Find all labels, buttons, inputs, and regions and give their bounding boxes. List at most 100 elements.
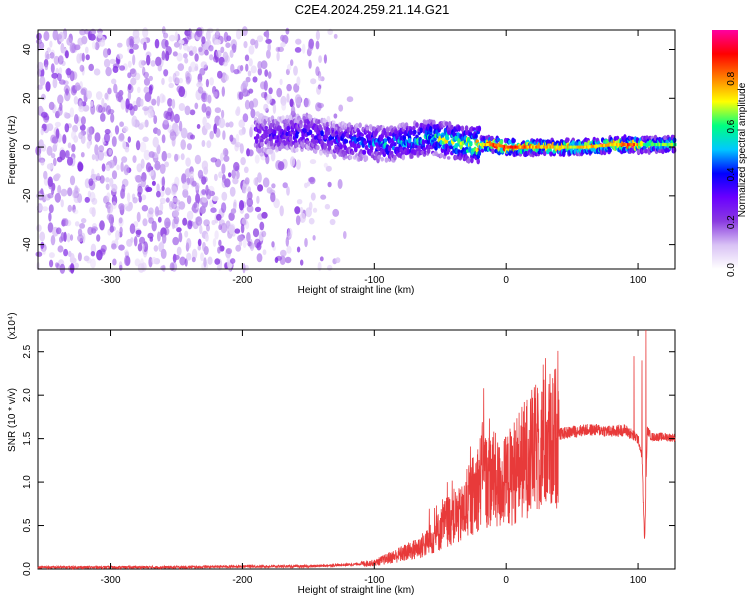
noise-speckle — [59, 103, 63, 111]
signal-core — [615, 143, 618, 147]
noise-speckle — [271, 183, 276, 189]
noise-speckle — [323, 54, 327, 64]
noise-speckle — [151, 220, 157, 232]
noise-speckle — [80, 88, 87, 96]
noise-speckle — [38, 139, 44, 149]
signal-cell — [323, 143, 328, 150]
signal-cell — [357, 143, 361, 149]
signal-core — [627, 143, 629, 147]
noise-speckle — [156, 190, 161, 198]
noise-speckle — [151, 180, 156, 186]
colorbar-tick-label: 0.8 — [726, 71, 737, 85]
signal-cell — [663, 135, 667, 141]
signal-cell — [573, 147, 578, 153]
noise-speckle — [308, 59, 312, 69]
signal-cell — [301, 143, 305, 149]
noise-speckle — [180, 139, 186, 150]
noise-speckle — [147, 232, 154, 239]
noise-speckle — [164, 39, 169, 48]
noise-speckle — [242, 80, 249, 88]
noise-speckle — [257, 172, 262, 183]
noise-speckle — [209, 130, 214, 140]
noise-speckle — [155, 56, 162, 67]
signal-cell — [615, 135, 620, 141]
noise-speckle — [290, 59, 294, 66]
noise-speckle — [96, 234, 101, 242]
noise-speckle — [262, 249, 267, 256]
noise-speckle — [42, 206, 48, 212]
noise-speckle — [294, 206, 301, 215]
noise-speckle — [49, 40, 53, 48]
noise-speckle — [156, 128, 161, 136]
noise-speckle — [143, 41, 147, 51]
noise-speckle — [201, 140, 206, 147]
noise-speckle — [257, 184, 264, 192]
noise-speckle — [74, 82, 81, 92]
signal-core — [549, 145, 552, 149]
noise-speckle — [48, 204, 54, 214]
noise-speckle — [63, 231, 67, 242]
noise-speckle — [47, 193, 54, 199]
signal-cell — [324, 134, 329, 140]
snr-panel: -300 -200 -100 0 100 0.0 0.5 1.0 1.5 2.0 2.5 Heigh… — [7, 312, 676, 596]
noise-speckle — [259, 221, 265, 231]
signal-cell — [265, 138, 270, 143]
noise-speckle — [333, 33, 338, 39]
noise-speckle — [44, 50, 50, 61]
signal-core — [585, 145, 588, 149]
noise-speckle — [163, 227, 170, 236]
noise-speckle — [216, 264, 223, 271]
noise-speckle — [332, 208, 340, 217]
noise-speckle — [105, 183, 110, 191]
noise-speckle — [159, 241, 165, 250]
noise-speckle — [157, 231, 161, 242]
noise-speckle — [240, 223, 245, 234]
noise-speckle — [249, 126, 253, 138]
noise-speckle — [124, 146, 130, 153]
colorbar-tick-label: 0.0 — [726, 263, 737, 277]
signal-core — [558, 145, 561, 149]
colorbar: 0.0 0.2 0.4 0.6 0.8 Normalized spectral ampl… — [712, 30, 748, 277]
signal-cell — [452, 131, 456, 138]
noise-speckle — [300, 259, 304, 266]
noise-speckle — [277, 161, 285, 171]
signal-cell — [415, 122, 419, 128]
noise-speckle — [224, 178, 231, 188]
noise-speckle — [43, 170, 48, 180]
noise-speckle — [229, 49, 234, 58]
noise-speckle — [264, 69, 269, 77]
signal-core — [658, 143, 661, 147]
noise-speckle — [245, 76, 251, 83]
noise-speckle — [61, 60, 66, 66]
noise-speckle — [230, 63, 235, 73]
noise-speckle — [103, 58, 111, 68]
noise-speckle — [218, 239, 222, 247]
signal-core — [544, 145, 547, 149]
noise-speckle — [245, 63, 249, 72]
signal-cell — [547, 139, 551, 144]
noise-speckle — [325, 165, 332, 172]
noise-speckle — [55, 262, 59, 268]
noise-speckle — [139, 122, 146, 128]
signal-cell — [260, 141, 264, 147]
noise-speckle — [315, 102, 322, 112]
signal-core — [639, 143, 642, 147]
noise-speckle — [228, 172, 232, 178]
noise-speckle — [79, 124, 86, 131]
snr-ylabel: SNR (10 * v/v) — [7, 388, 18, 452]
noise-speckle — [104, 92, 109, 100]
signal-cell — [469, 141, 473, 147]
noise-speckle — [304, 98, 311, 108]
signal-cell — [339, 144, 343, 150]
noise-speckle — [111, 194, 118, 206]
noise-speckle — [87, 190, 92, 198]
signal-cell — [318, 135, 322, 140]
noise-speckle — [276, 87, 283, 98]
noise-speckle — [206, 39, 212, 49]
signal-cell — [258, 129, 262, 134]
signal-cell — [299, 119, 303, 125]
noise-speckle — [235, 133, 240, 144]
noise-speckle — [198, 46, 203, 53]
signal-cell — [446, 156, 451, 160]
